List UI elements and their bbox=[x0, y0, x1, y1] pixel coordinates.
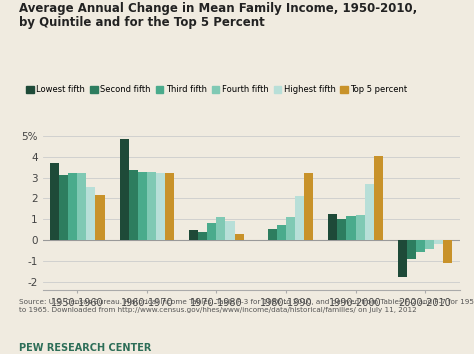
Bar bbox=[304, 173, 313, 240]
Bar bbox=[138, 172, 147, 240]
Legend: Lowest fifth, Second fifth, Third fifth, Fourth fifth, Highest fifth, Top 5 perc: Lowest fifth, Second fifth, Third fifth,… bbox=[23, 82, 411, 98]
Bar bbox=[374, 156, 383, 240]
Bar bbox=[156, 173, 165, 240]
Bar bbox=[59, 176, 68, 240]
Bar bbox=[398, 240, 407, 277]
Bar bbox=[425, 240, 434, 249]
Bar bbox=[407, 240, 416, 259]
Bar bbox=[147, 172, 156, 240]
Bar bbox=[356, 215, 365, 240]
Bar bbox=[337, 219, 346, 240]
Bar bbox=[95, 195, 105, 240]
Bar bbox=[120, 139, 129, 240]
Bar bbox=[129, 170, 138, 240]
Bar bbox=[277, 224, 286, 240]
Bar bbox=[217, 217, 226, 240]
Text: Average Annual Change in Mean Family Income, 1950-2010,: Average Annual Change in Mean Family Inc… bbox=[19, 2, 417, 15]
Bar bbox=[286, 217, 295, 240]
Bar bbox=[199, 232, 208, 240]
Bar bbox=[365, 184, 374, 240]
Bar bbox=[77, 173, 86, 240]
Bar bbox=[434, 240, 443, 244]
Bar bbox=[328, 214, 337, 240]
Text: PEW RESEARCH CENTER: PEW RESEARCH CENTER bbox=[19, 343, 151, 353]
Text: Source: U.S. Census Bureau. Historical Income Tables. Table F-3 for 1966 to 2010: Source: U.S. Census Bureau. Historical I… bbox=[19, 299, 474, 313]
Bar bbox=[346, 216, 356, 240]
Bar bbox=[416, 240, 425, 252]
Bar bbox=[86, 187, 95, 240]
Bar bbox=[295, 196, 304, 240]
Bar bbox=[226, 221, 235, 240]
Bar bbox=[50, 163, 59, 240]
Bar bbox=[235, 234, 244, 240]
Bar bbox=[208, 223, 217, 240]
Bar bbox=[165, 173, 174, 240]
Text: by Quintile and for the Top 5 Percent: by Quintile and for the Top 5 Percent bbox=[19, 16, 264, 29]
Bar bbox=[68, 173, 77, 240]
Bar bbox=[443, 240, 452, 263]
Bar bbox=[189, 230, 199, 240]
Bar bbox=[268, 229, 277, 240]
